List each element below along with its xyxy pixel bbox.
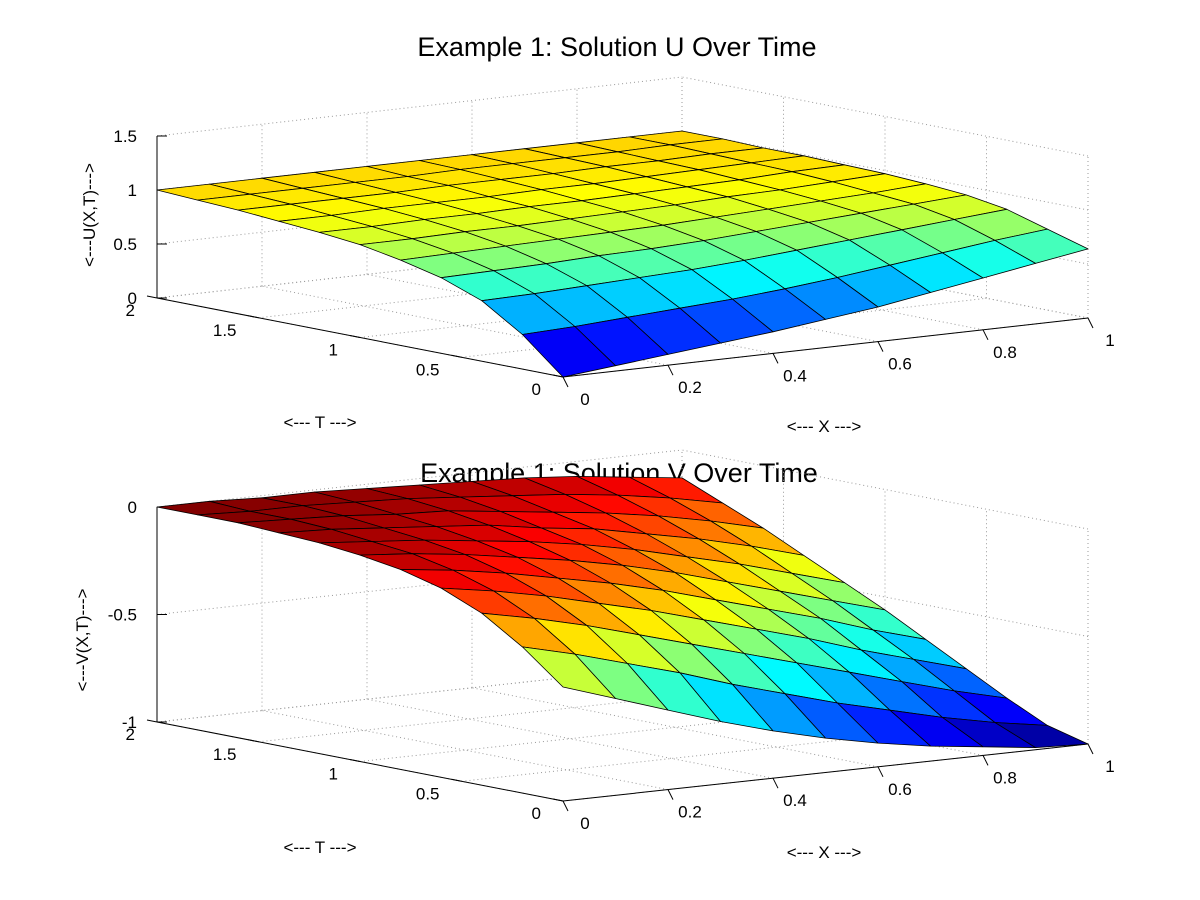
- t-tick-label: 0.5: [416, 360, 440, 379]
- x-tick-mark: [877, 766, 884, 778]
- z-axis-label-v: <---V(X,T)--->: [73, 588, 92, 691]
- t-tick-mark: [248, 315, 259, 319]
- x-tick-mark: [982, 329, 989, 341]
- x-axis-label-u: <--- X --->: [787, 417, 862, 436]
- t-axis-label-v: <--- T --->: [283, 838, 356, 857]
- x-tick-mark: [982, 755, 989, 766]
- x-axis-line: [562, 317, 1089, 378]
- x-axis-label-v: <--- X --->: [787, 843, 862, 862]
- axes-v: [146, 506, 1094, 812]
- x-tick-mark: [562, 800, 569, 812]
- t-tick-mark: [451, 778, 462, 782]
- x-tick-label: 0.2: [678, 803, 702, 822]
- t-tick-label: 2: [126, 725, 135, 744]
- ticks-v: 0 0.2 0.4 0.6 0.8 1 0 0.5 1 1.5 2-1 -0.5 0: [108, 498, 1115, 833]
- plot-v-surface: Example 1: Solution V Over Time 00.20.40…: [73, 449, 1115, 862]
- t-tick-mark: [552, 798, 564, 802]
- gridline: [681, 130, 1089, 211]
- z-tick-label: 0.5: [113, 235, 137, 254]
- axes-u: [146, 135, 1094, 388]
- t-tick-label: 1: [329, 765, 338, 784]
- x-tick-mark: [667, 364, 674, 376]
- t-tick-label: 1.5: [213, 745, 237, 764]
- z-tick-label: -1: [122, 713, 137, 732]
- surface-v: [156, 475, 1089, 748]
- t-tick-label: 1.5: [213, 321, 237, 340]
- x-tick-label: 0: [580, 814, 589, 833]
- t-tick-mark: [349, 335, 361, 338]
- surface-facet: [522, 646, 616, 699]
- gridline: [681, 76, 1089, 157]
- t-tick-mark: [451, 354, 462, 358]
- t-tick-label: 0: [532, 804, 541, 823]
- t-tick-mark: [248, 739, 259, 743]
- t-tick-label: 1: [329, 341, 338, 360]
- z-tick-label: 0: [128, 498, 137, 517]
- z-tick-label: -0.5: [108, 606, 137, 625]
- x-tick-mark: [772, 353, 779, 364]
- x-tick-label: 0.4: [783, 791, 807, 810]
- t-tick-mark: [349, 759, 361, 762]
- t-tick-label: 0.5: [416, 784, 440, 803]
- t-axis-label-u: <--- T --->: [283, 413, 356, 432]
- x-tick-mark: [1087, 317, 1094, 329]
- chart-title-u: Example 1: Solution U Over Time: [417, 32, 816, 62]
- x-tick-label: 0.4: [783, 366, 807, 385]
- x-tick-label: 0.6: [888, 355, 912, 374]
- x-tick-label: 0.6: [888, 780, 912, 799]
- t-tick-label: 2: [126, 301, 135, 320]
- surface-facet: [522, 326, 616, 378]
- gridline: [471, 687, 879, 768]
- plot-u-surface: Example 1: Solution U Over Time 0 0.2 0.4 0…: [80, 32, 1115, 436]
- x-tick-label: 0: [580, 390, 589, 409]
- x-tick-mark: [1087, 743, 1094, 755]
- x-tick-mark: [772, 777, 779, 789]
- x-axis-line: [562, 743, 1089, 802]
- t-tick-mark: [146, 295, 158, 299]
- x-tick-label: 0.8: [993, 343, 1017, 362]
- x-tick-mark: [667, 789, 674, 800]
- x-tick-label: 0.2: [678, 378, 702, 397]
- z-tick-label: 1.5: [113, 127, 137, 146]
- gridline: [366, 698, 774, 779]
- gridline: [261, 710, 669, 791]
- x-tick-label: 1: [1105, 331, 1114, 350]
- z-tick-label: 0: [128, 289, 137, 308]
- t-tick-mark: [146, 719, 158, 723]
- surface-u: [156, 130, 1089, 378]
- z-axis-label-u: <---U(X,T)--->: [80, 163, 99, 267]
- x-tick-label: 1: [1105, 757, 1114, 776]
- x-tick-mark: [877, 341, 884, 352]
- t-tick-label: 0: [532, 380, 541, 399]
- gridline: [156, 76, 683, 137]
- t-tick-mark: [552, 374, 564, 378]
- gridline: [156, 449, 683, 508]
- x-tick-mark: [562, 376, 569, 388]
- x-tick-label: 0.8: [993, 768, 1017, 787]
- z-tick-label: 1: [128, 181, 137, 200]
- gridline: [681, 449, 1089, 530]
